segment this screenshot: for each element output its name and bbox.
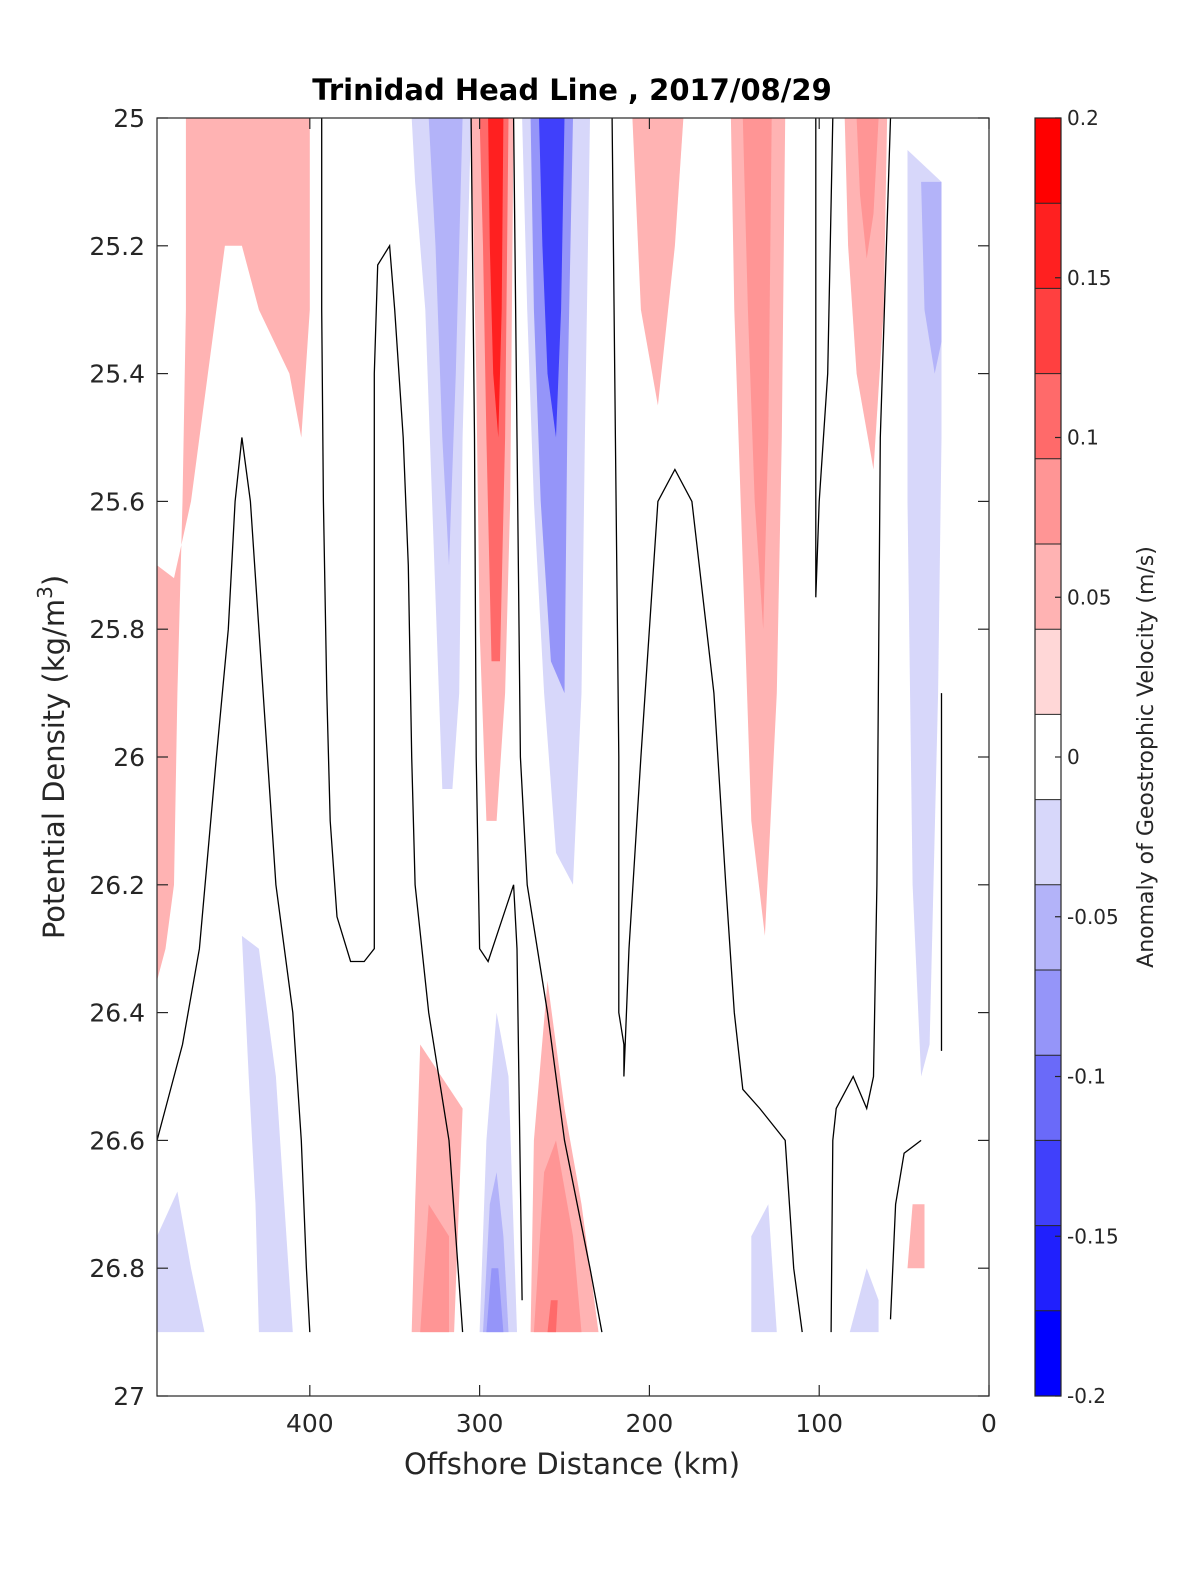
contour-region-positive [533,1140,582,1333]
contour-region-negative [907,150,942,1077]
contour-region-negative [486,1268,504,1333]
colorbar-band [1035,799,1061,886]
colorbar-band [1035,544,1061,630]
y-axis-title: Potential Density (kg/m3) [33,575,71,939]
colorbar-band [1035,1225,1061,1312]
colorbar-tick-label: -0.1 [1067,1065,1106,1089]
y-axis-title-close: ) [37,575,71,586]
y-tick-label: 26.2 [89,871,145,900]
colorbar-band [1035,288,1061,375]
contour-region-negative [241,935,293,1333]
contour-region-negative [428,118,463,566]
colorbar-band [1035,1140,1061,1227]
colorbar: 0.2 0.15 0.1 0.05 0 -0.05 -0.1 -0.15 -0.2 [1034,106,1119,1408]
x-tick-label: 0 [981,1409,997,1438]
contour-region-positive [856,118,879,259]
plot-area: 400 300 200 100 0 25 25.2 25.4 25.6 25.8 26 26.2 26… [89,104,997,1438]
y-tick-label: 27 [113,1382,145,1411]
contour-region-positive [844,118,888,470]
x-tick-label: 100 [795,1409,843,1438]
y-tick-label: 25.2 [89,232,145,261]
zero-contour-line [157,437,311,1333]
contour-region-positive [488,118,504,438]
zero-contour-line [889,1139,922,1320]
colorbar-tick-label: -0.05 [1067,905,1119,929]
contour-region-negative [921,181,942,374]
colorbar-tick-label: 0.1 [1067,426,1099,450]
colorbar-band [1035,1055,1061,1141]
y-tick-label: 25.6 [89,487,145,516]
zero-contour-line [815,118,834,598]
colorbar-tick-label: 0.05 [1067,585,1112,609]
contour-region-positive [742,118,772,630]
y-tick-label: 25.4 [89,360,145,389]
chart-title: Trinidad Head Line , 2017/08/29 [312,73,832,107]
contour-region-negative [751,1204,777,1333]
y-tick-label: 26.4 [89,999,145,1028]
y-tick-label: 26 [113,743,145,772]
colorbar-tick-label: 0.15 [1067,266,1112,290]
colorbar-band [1035,629,1061,715]
colorbar-tick-label: -0.15 [1067,1224,1119,1248]
zero-contour-line [512,118,603,1333]
contour-region-positive [547,1300,558,1333]
x-tick-label: 400 [286,1409,334,1438]
contour-region-negative [483,1172,509,1333]
colorbar-bands [1035,118,1061,1397]
colorbar-band [1035,884,1061,971]
contour-region-positive [632,118,684,406]
colorbar-band [1035,970,1061,1056]
contour-region-positive [907,1204,925,1269]
colorbar-band [1035,203,1061,289]
colorbar-tick-label: 0.2 [1067,106,1099,130]
x-tick-label: 300 [456,1409,504,1438]
contour-region-positive [420,1204,449,1333]
zero-contour-line [830,118,892,1333]
filled-contour-regions [157,118,942,1333]
y-tick-label: 26.6 [89,1126,145,1155]
y-axis-title-sup: 3 [33,586,57,599]
y-tick-label: 25.8 [89,615,145,644]
zero-contour-line [470,118,523,1301]
zero-contour-line [611,118,803,1333]
contour-region-positive [411,1044,463,1333]
colorbar-tick-label: 0 [1067,745,1080,769]
colorbar-band [1035,118,1061,204]
contour-region-negative [849,1268,879,1333]
colorbar-ticks: 0.2 0.15 0.1 0.05 0 -0.05 -0.1 -0.15 -0.2 [1055,106,1119,1408]
x-tick-label: 200 [626,1409,674,1438]
contour-region-negative [539,118,565,438]
contour-region-negative [157,1191,205,1333]
zero-contour-line [321,118,464,1333]
colorbar-tick-label: -0.2 [1067,1384,1106,1408]
y-tick-label: 26.8 [89,1254,145,1283]
colorbar-band [1035,373,1061,460]
colorbar-band [1035,458,1061,545]
zero-contour-lines [157,118,943,1333]
colorbar-title: Anomaly of Geostrophic Velocity (m/s) [1134,546,1159,968]
y-axis: 25 25.2 25.4 25.6 25.8 26 26.2 26.4 26.6 26.8 27 [89,104,989,1411]
y-tick-label: 25 [113,104,145,133]
x-axis-title: Offshore Distance (km) [404,1447,740,1481]
colorbar-band [1035,1310,1061,1397]
y-axis-title-main: Potential Density (kg/m [37,599,71,939]
contour-region-positive [157,118,310,981]
x-axis: 400 300 200 100 0 [286,118,997,1438]
